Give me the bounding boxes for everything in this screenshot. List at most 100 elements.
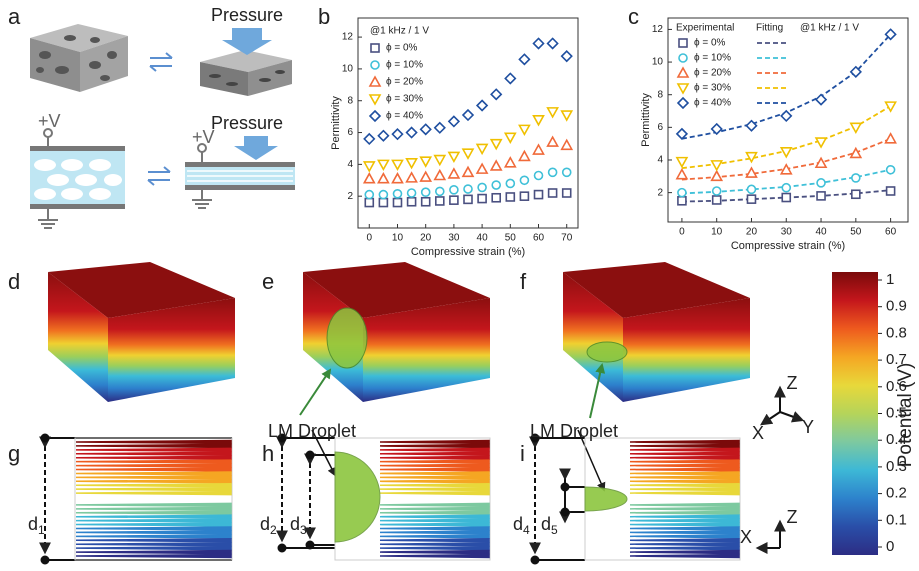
data-point — [851, 189, 861, 200]
x-tick-label: 50 — [505, 233, 517, 244]
field-lines — [379, 439, 490, 559]
data-point — [489, 138, 503, 151]
data-point — [533, 170, 544, 181]
field-line — [379, 526, 490, 531]
data-point — [477, 193, 487, 204]
field-line — [379, 549, 490, 555]
legend-label: ϕ = 30% — [386, 94, 423, 105]
panel-label: g — [8, 441, 20, 466]
field-line — [75, 490, 232, 496]
data-point — [849, 65, 862, 78]
data-point — [675, 127, 689, 141]
field-line — [379, 447, 490, 453]
field-frame — [74, 437, 233, 561]
plot-frame — [357, 17, 579, 229]
dimension-sub: 1 — [38, 523, 45, 537]
data-point — [745, 151, 758, 164]
legend-marker — [370, 60, 380, 70]
field-line — [629, 443, 740, 449]
legend-marker — [678, 38, 688, 48]
field-line — [629, 510, 740, 516]
field-line — [75, 439, 232, 445]
field-line — [629, 463, 740, 468]
data-point — [547, 167, 558, 178]
legend-marker — [368, 94, 382, 106]
field-line — [379, 455, 490, 460]
data-point — [420, 196, 431, 207]
field-line — [75, 482, 232, 488]
x-tick-label: 40 — [477, 233, 489, 244]
data-point — [419, 156, 433, 168]
data-point — [449, 185, 459, 195]
field-line — [629, 518, 740, 523]
legend-label: ϕ = 40% — [386, 111, 423, 122]
colorbar-tick-label: 0.5 — [886, 404, 907, 421]
data-point — [546, 135, 559, 147]
panel-label: f — [520, 269, 527, 294]
data-point — [780, 109, 793, 123]
field-line — [629, 467, 740, 472]
data-point — [518, 149, 531, 162]
field-line — [379, 490, 490, 496]
field-line — [75, 549, 232, 555]
legend-label: ϕ = 30% — [694, 83, 731, 94]
data-point — [406, 188, 417, 198]
y-tick-label: 10 — [652, 57, 664, 68]
data-point — [419, 170, 433, 182]
data-point — [477, 182, 487, 193]
panel-label: d — [8, 269, 20, 294]
data-point — [392, 188, 403, 199]
data-point — [884, 28, 897, 41]
field-line — [75, 475, 232, 480]
x-tick-label: 70 — [561, 233, 573, 244]
legend-marker — [368, 75, 382, 87]
field-line — [75, 467, 232, 472]
field-line — [379, 530, 490, 535]
data-point — [461, 165, 475, 178]
field-line — [75, 443, 232, 449]
data-point — [533, 189, 544, 200]
field-line — [379, 482, 490, 488]
dimension-sub: 4 — [523, 523, 530, 537]
colorbar-tick-label: 0.1 — [886, 511, 907, 528]
panel-label: e — [262, 269, 274, 294]
legend-label: ϕ = 0% — [386, 43, 418, 54]
panel-label: h — [262, 441, 274, 466]
data-point — [434, 186, 445, 197]
y-tick-label: 8 — [657, 89, 663, 100]
data-point — [461, 108, 475, 122]
legend-title: @1 kHz / 1 V — [370, 26, 429, 37]
field-line — [379, 545, 490, 551]
data-point — [475, 99, 489, 112]
data-point — [532, 143, 545, 155]
data-point — [447, 151, 461, 164]
field-line — [75, 538, 232, 543]
field-line — [75, 451, 232, 457]
field-line — [379, 506, 490, 512]
field-line — [379, 439, 490, 445]
data-point — [377, 159, 390, 172]
colorbar-tick-label: 0.6 — [886, 378, 907, 395]
dimension-base: d — [513, 514, 523, 534]
data-point — [885, 186, 896, 196]
droplet-label: LM Droplet — [530, 421, 618, 441]
capacitor-illustration — [30, 128, 295, 229]
legend-marker — [370, 43, 380, 53]
data-point — [779, 147, 793, 159]
x-tick-label: 20 — [420, 233, 432, 244]
data-point — [711, 195, 722, 205]
panel-label: i — [520, 441, 525, 466]
y-tick-label: 10 — [342, 64, 354, 75]
data-point — [489, 159, 503, 171]
legend-marker — [676, 83, 690, 95]
data-point — [561, 167, 572, 178]
y-tick-label: 12 — [652, 24, 664, 35]
field-line — [75, 502, 232, 508]
field-line — [629, 549, 740, 555]
legend-marker — [368, 109, 382, 123]
data-point — [710, 160, 724, 172]
field-line — [75, 514, 232, 519]
field-line — [629, 553, 740, 559]
data-point — [392, 197, 403, 208]
